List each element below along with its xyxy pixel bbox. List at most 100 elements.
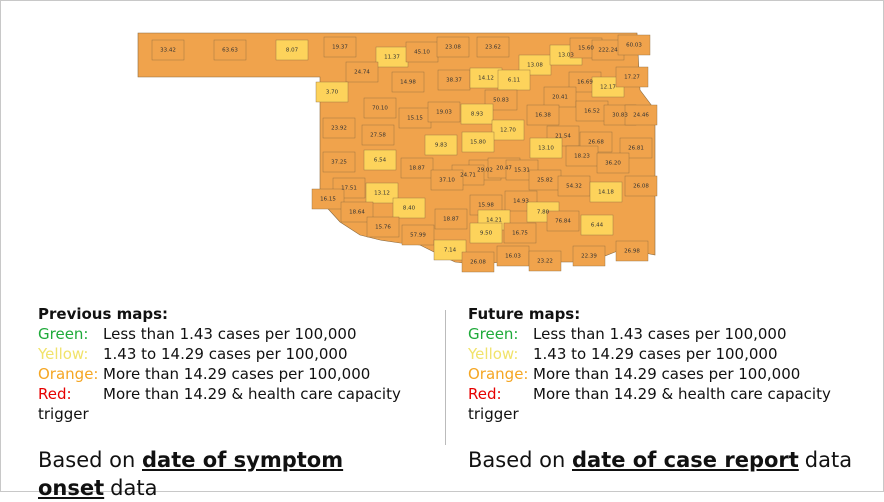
county-rate: 18.64	[349, 210, 365, 216]
county	[363, 149, 397, 171]
county-rate: 16.15	[320, 197, 336, 203]
county	[624, 104, 658, 126]
county-rate: 26.08	[470, 260, 486, 266]
legend-text: 1.43 to 14.29 cases per 100,000	[533, 345, 778, 363]
county	[365, 182, 399, 204]
county-rate: 15.80	[470, 140, 486, 146]
legend-text: More than 14.29 & health care capacity t…	[38, 385, 401, 423]
county-rate: 12.17	[600, 85, 616, 91]
legend-key: Yellow:	[468, 345, 519, 363]
legend-row: Orange: More than 14.29 cases per 100,000	[468, 364, 860, 384]
county-rate: 70.10	[372, 106, 388, 112]
county-rate: 7.14	[444, 248, 457, 254]
county-rate: 20.47	[496, 166, 512, 172]
heading: Previous maps:	[38, 305, 169, 323]
legend-text: 1.43 to 14.29 cases per 100,000	[103, 345, 348, 363]
county-rate: 6.11	[508, 78, 520, 84]
oklahoma-map: 33.42 63.63 8.07 19.37 11.37 45.10 23.08 23.62 1…	[137, 32, 658, 273]
county-rate: 14.18	[598, 190, 614, 196]
county	[436, 36, 470, 58]
legend-row: Yellow: 1.43 to 14.29 cases per 100,000	[38, 344, 430, 364]
legend-text: Less than 1.43 cases per 100,000	[533, 325, 787, 343]
legend-row: Red: More than 14.29 & health care capaci…	[468, 384, 860, 424]
county	[461, 131, 495, 153]
legend-text: More than 14.29 cases per 100,000	[103, 365, 371, 383]
county-rate: 8.07	[286, 48, 299, 54]
county-rate: 23.92	[331, 126, 347, 132]
county-rate: 14.12	[478, 76, 494, 82]
county-rate: 13.08	[527, 63, 543, 69]
county	[469, 222, 503, 244]
basis-prefix: Based on	[468, 448, 566, 472]
county	[546, 210, 580, 232]
county	[363, 97, 397, 119]
county-rate: 14.98	[400, 80, 416, 86]
county-rate: 16.75	[512, 231, 528, 237]
county-rate: 24.74	[354, 70, 370, 76]
legend-row: Red: More than 14.29 & health care capaci…	[38, 384, 430, 424]
county	[392, 197, 426, 219]
county	[366, 216, 400, 238]
legend-row: Green: Less than 1.43 cases per 100,000	[38, 324, 430, 344]
county	[400, 157, 434, 179]
county-rate: 14.21	[486, 218, 502, 224]
county-rate: 23.08	[445, 45, 461, 51]
future-maps: Future maps: Green: Less than 1.43 cases p…	[468, 304, 868, 474]
county-rate: 50.83	[493, 98, 509, 104]
county-rate: 27.58	[370, 133, 386, 139]
county-rate: 18.87	[443, 217, 459, 223]
county-rate: 13.12	[374, 191, 390, 197]
county-rate: 15.60	[578, 46, 594, 52]
legend-text: More than 14.29 cases per 100,000	[533, 365, 801, 383]
county	[596, 152, 630, 174]
county	[340, 201, 374, 223]
county-rate: 222.24	[598, 48, 618, 54]
county-rate: 16.52	[584, 109, 600, 115]
county	[543, 86, 577, 108]
county-rate: 45.10	[414, 50, 430, 56]
county-rate: 26.68	[588, 140, 604, 146]
county-rate: 16.69	[577, 80, 593, 86]
county-rate: 36.20	[605, 161, 621, 167]
county	[589, 181, 623, 203]
county-rate: 19.03	[436, 110, 452, 116]
county-rate: 12.70	[500, 128, 516, 134]
county-rate: 14.93	[513, 199, 529, 205]
legend-key: Orange:	[468, 365, 529, 383]
county-rate: 11.37	[384, 55, 400, 61]
county-rate: 26.08	[633, 184, 649, 190]
legend-row: Yellow: 1.43 to 14.29 cases per 100,000	[468, 344, 860, 364]
county-rate: 54.32	[566, 184, 582, 190]
county-rate: 16.03	[505, 254, 521, 260]
county-rate: 76.84	[555, 219, 571, 225]
county-rate: 30.83	[612, 113, 628, 119]
county-rate: 37.10	[439, 178, 455, 184]
county	[615, 66, 649, 88]
county-rate: 21.54	[555, 134, 571, 140]
county-rate: 29.02	[477, 168, 493, 174]
county-rate: 18.23	[574, 154, 590, 160]
county-rate: 17.27	[624, 75, 640, 81]
county	[322, 151, 356, 173]
county	[275, 39, 309, 61]
county-rate: 23.62	[485, 45, 501, 51]
county	[615, 240, 649, 262]
county-rate: 25.82	[537, 178, 553, 184]
legend-text: More than 14.29 & health care capacity t…	[468, 385, 831, 423]
county-rate: 37.25	[331, 160, 347, 166]
county	[213, 39, 247, 61]
county-rate: 17.51	[341, 186, 357, 192]
county	[491, 119, 525, 141]
legend-key: Orange:	[38, 365, 99, 383]
county	[528, 250, 562, 272]
county-rate: 63.63	[222, 48, 238, 54]
county-rate: 16.38	[535, 113, 551, 119]
county-rate: 24.46	[633, 113, 649, 119]
county	[323, 36, 357, 58]
county-rate: 23.22	[537, 259, 553, 265]
county-rate: 26.98	[624, 249, 640, 255]
county-rate: 22.39	[581, 254, 597, 260]
legend-text: Less than 1.43 cases per 100,000	[103, 325, 357, 343]
legend-key: Red:	[38, 385, 72, 403]
